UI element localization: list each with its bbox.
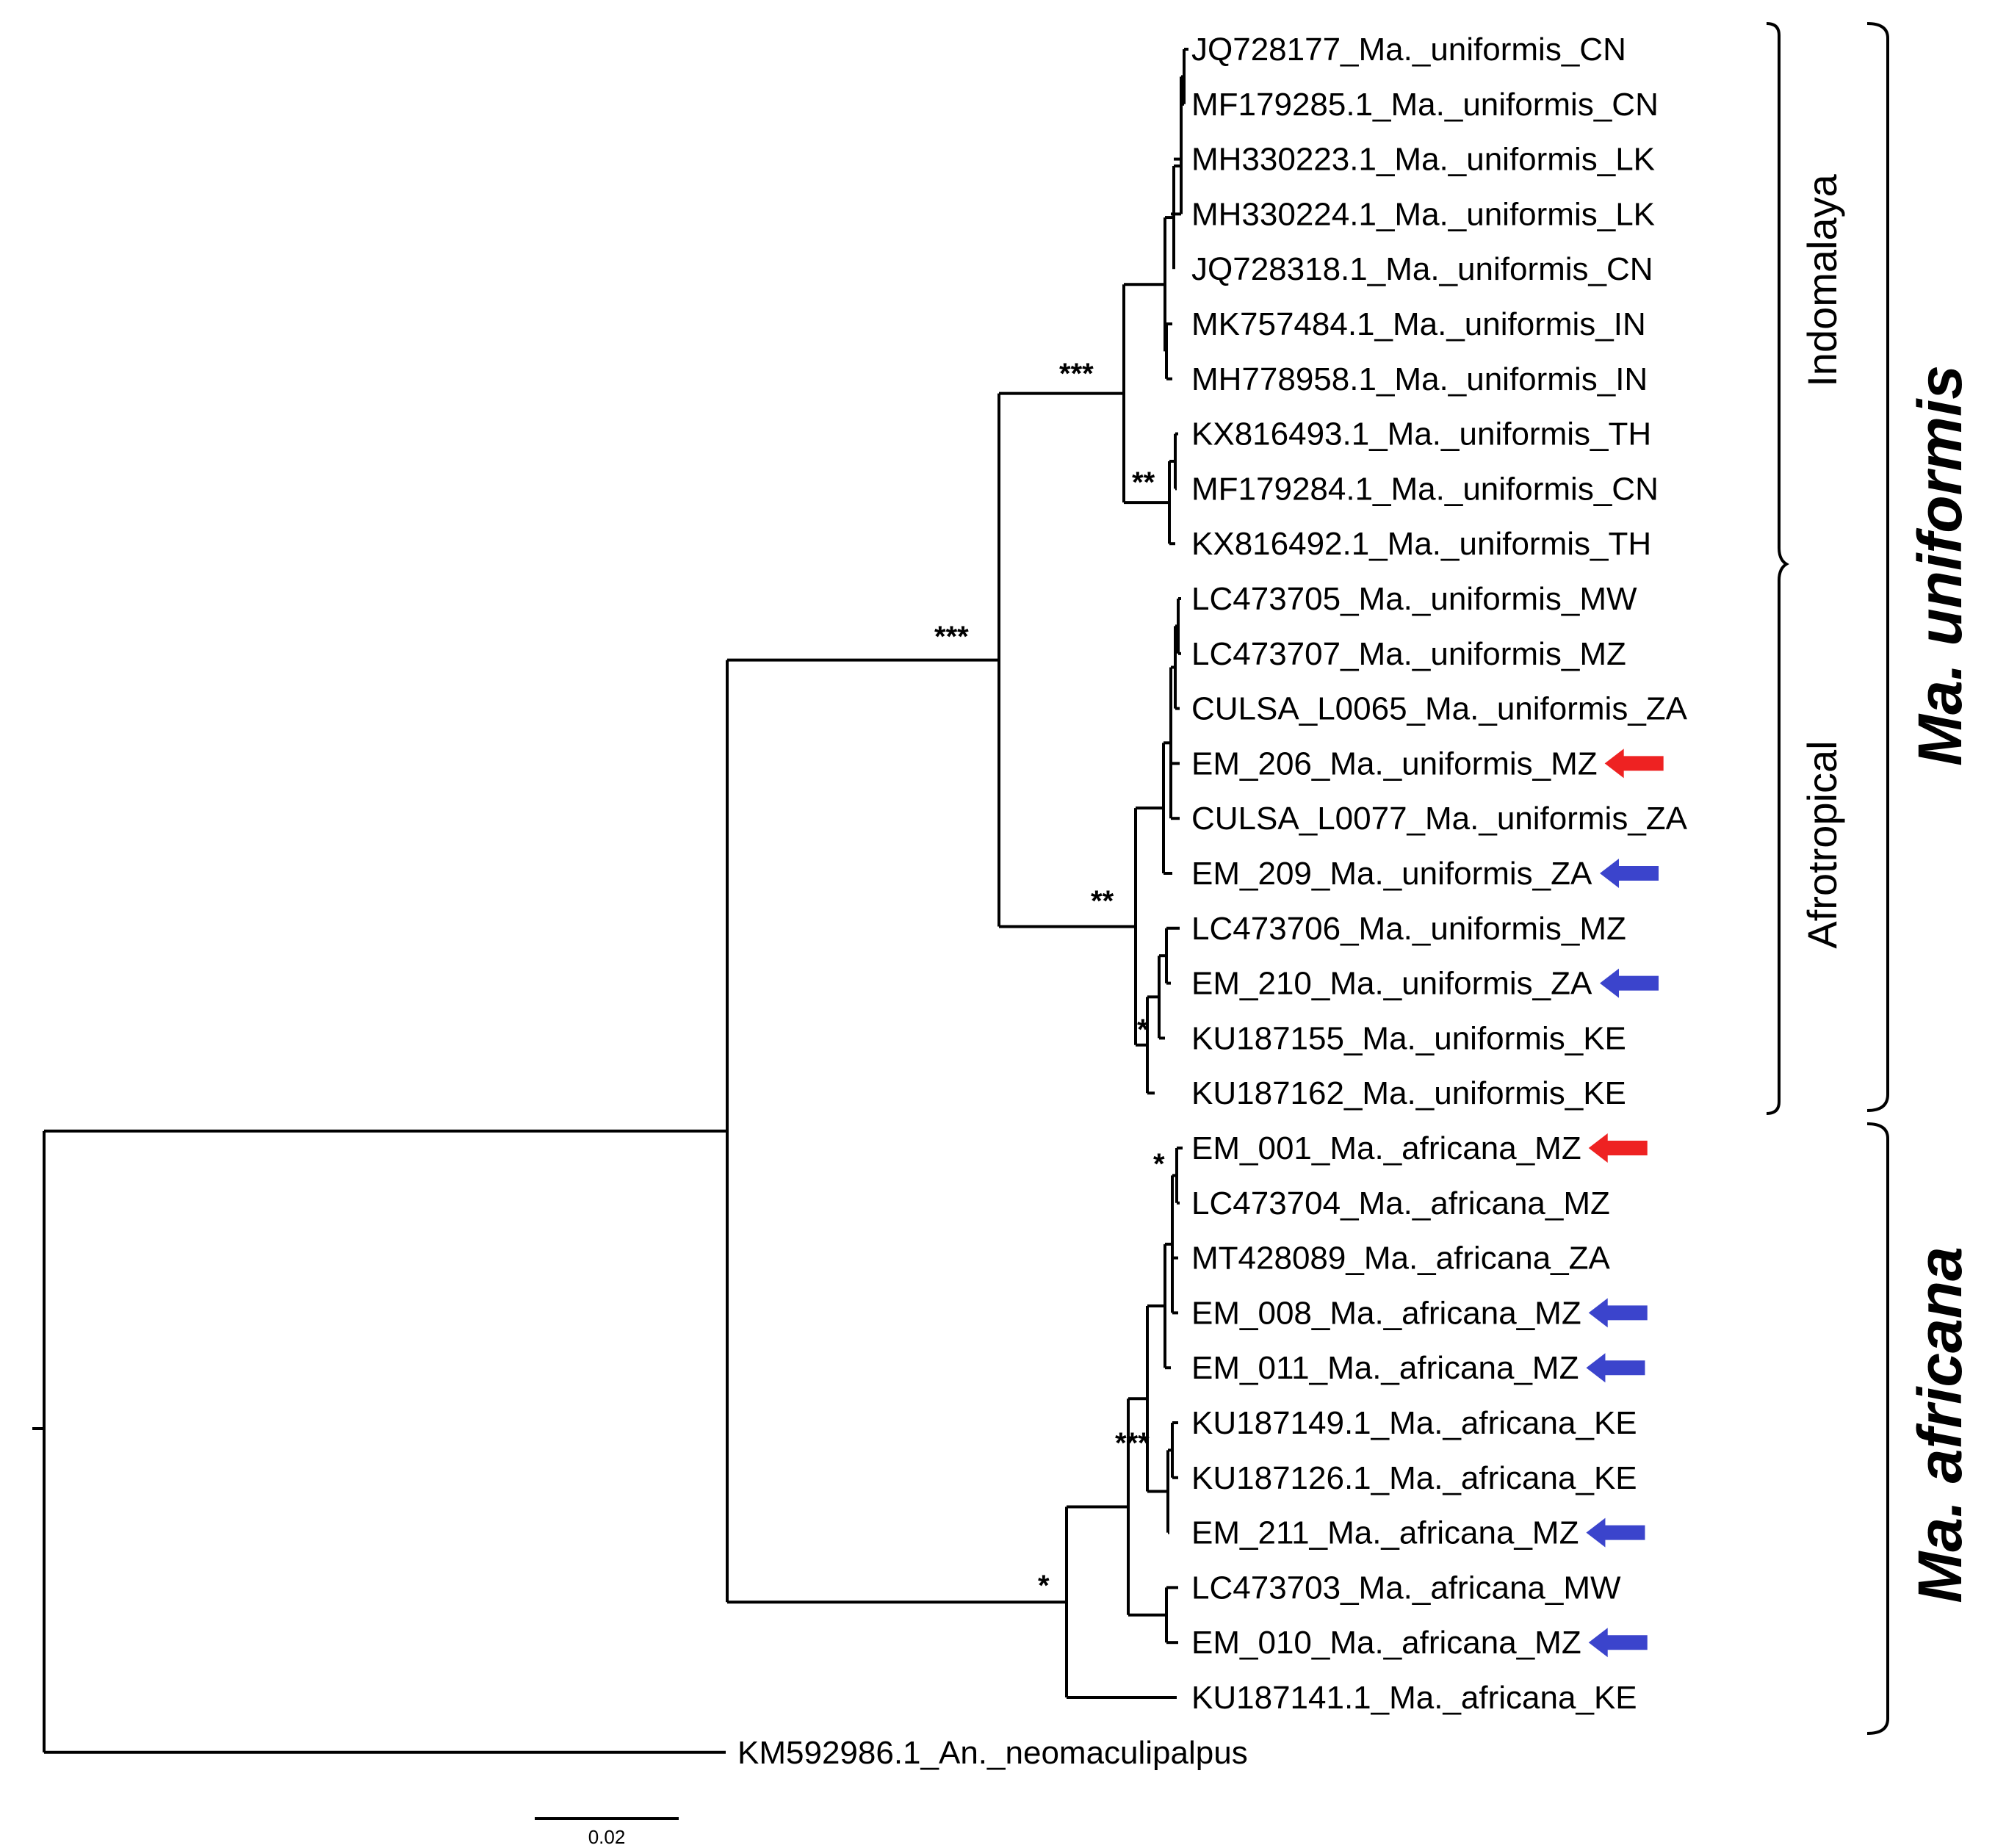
leaf-label: EM_008_Ma._africana_MZ xyxy=(1191,1295,1581,1331)
leaf-label: MF179284.1_Ma._uniformis_CN xyxy=(1191,471,1659,507)
support-ke-subclade: * xyxy=(1137,1014,1149,1046)
tree-branches xyxy=(32,48,1188,1754)
support-africana: * xyxy=(1038,1570,1050,1602)
support-uniformis: *** xyxy=(934,621,969,653)
species-label-africana: Ma. africana xyxy=(1905,1246,1974,1603)
bracket-uniformis xyxy=(1866,22,1889,1112)
leaf-label: KU187126.1_Ma._africana_KE xyxy=(1191,1460,1637,1496)
leaf-label: LC473705_Ma._uniformis_MW xyxy=(1191,581,1637,617)
leaf-label: EM_211_Ma._africana_MZ xyxy=(1191,1515,1579,1551)
leaf-label: KU187141.1_Ma._africana_KE xyxy=(1191,1680,1637,1716)
scale-bar: 0.02 xyxy=(535,1817,679,1848)
leaf-label: KU187155_Ma._uniformis_KE xyxy=(1191,1020,1626,1056)
leaf-label: CULSA_L0077_Ma._uniformis_ZA xyxy=(1191,801,1688,837)
support-values: *** ** *** ** * * *** * xyxy=(934,358,1165,1602)
support-afrotropical: ** xyxy=(1091,885,1114,917)
leaf-label: CULSA_L0065_Ma._uniformis_ZA xyxy=(1191,691,1688,727)
leaf-label: KX816492.1_Ma._uniformis_TH xyxy=(1191,526,1651,562)
leaf-label: EM_210_Ma._uniformis_ZA xyxy=(1191,966,1592,1002)
leaf-label: EM_206_Ma._uniformis_MZ xyxy=(1191,746,1598,782)
leaf-label: MF179285.1_Ma._uniformis_CN xyxy=(1191,87,1659,123)
support-indomalaya: *** xyxy=(1059,358,1094,390)
scale-bar-label: 0.02 xyxy=(588,1826,626,1848)
clade-label-afrotropical: Afrotropical xyxy=(1799,740,1845,948)
leaf-label: MT428089_Ma._africana_ZA xyxy=(1191,1241,1611,1277)
leaf-labels: JQ728177_Ma._uniformis_CN MF179285.1_Ma._… xyxy=(737,32,1688,1771)
support-th-cn-subclade: ** xyxy=(1132,466,1155,499)
sample-arrow-icon xyxy=(1588,1133,1648,1163)
sample-arrow-icon xyxy=(1600,968,1659,998)
leaf-label: EM_001_Ma._africana_MZ xyxy=(1191,1130,1581,1166)
leaf-label: LC473707_Ma._uniformis_MZ xyxy=(1191,636,1626,672)
sample-arrow-icon xyxy=(1588,1628,1648,1658)
leaf-label: LC473706_Ma._uniformis_MZ xyxy=(1191,911,1626,947)
leaf-label: EM_010_Ma._africana_MZ xyxy=(1191,1625,1581,1661)
leaf-label: MH330223.1_Ma._uniformis_LK xyxy=(1191,142,1655,178)
sample-arrow-icon xyxy=(1588,1298,1648,1328)
leaf-label: LC473703_Ma._africana_MW xyxy=(1191,1570,1621,1606)
support-africana-inner: *** xyxy=(1115,1427,1150,1459)
species-label-uniformis: Ma. uniformis xyxy=(1905,365,1974,766)
sample-arrow-icon xyxy=(1600,859,1659,888)
leaf-label: EM_011_Ma._africana_MZ xyxy=(1191,1350,1579,1386)
clade-label-indomalaya: Indomalaya xyxy=(1799,173,1845,386)
leaf-label: KM592986.1_An._neomaculipalpus xyxy=(737,1735,1248,1771)
leaf-label: JQ728318.1_Ma._uniformis_CN xyxy=(1191,251,1653,287)
sample-arrow-icon xyxy=(1604,748,1664,779)
leaf-label: KU187162_Ma._uniformis_KE xyxy=(1191,1075,1626,1111)
bracket-indomalaya xyxy=(1766,22,1789,1115)
clade-brackets: Indomalaya Afrotropical Ma. uniformis Ma… xyxy=(1766,22,1974,1735)
leaf-label: EM_209_Ma._uniformis_ZA xyxy=(1191,856,1592,892)
support-em001-pair: * xyxy=(1153,1148,1165,1180)
leaf-label: LC473704_Ma._africana_MZ xyxy=(1191,1185,1610,1221)
sample-arrow-icon xyxy=(1586,1353,1645,1383)
leaf-label: MH778958.1_Ma._uniformis_IN xyxy=(1191,361,1648,397)
leaf-label: JQ728177_Ma._uniformis_CN xyxy=(1191,32,1626,68)
leaf-label: MH330224.1_Ma._uniformis_LK xyxy=(1191,196,1655,232)
bracket-africana xyxy=(1866,1122,1889,1735)
leaf-label: KX816493.1_Ma._uniformis_TH xyxy=(1191,416,1651,452)
leaf-label: KU187149.1_Ma._africana_KE xyxy=(1191,1405,1637,1441)
sample-arrows xyxy=(1586,748,1664,1658)
sample-arrow-icon xyxy=(1586,1517,1645,1548)
leaf-label: MK757484.1_Ma._uniformis_IN xyxy=(1191,306,1646,342)
